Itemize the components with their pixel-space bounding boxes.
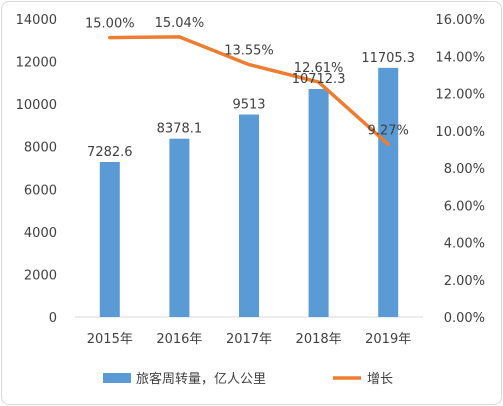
y-left-tick-label: 6000 — [24, 183, 57, 198]
line-data-label: 13.55% — [224, 44, 274, 59]
y-right-tick-label: 0.00% — [444, 311, 485, 326]
y-right-tick-label: 4.00% — [444, 237, 485, 252]
bar — [239, 114, 259, 317]
line-data-label: 12.61% — [294, 61, 344, 76]
y-right-tick-label: 12.00% — [435, 88, 485, 103]
line-data-label: 9.27% — [368, 123, 409, 138]
line-series — [108, 35, 390, 147]
y-left-tick-label: 14000 — [16, 13, 57, 28]
y-left-tick-label: 8000 — [24, 141, 57, 156]
bar-data-label: 11705.3 — [361, 51, 415, 66]
y-left-tick-label: 12000 — [16, 56, 57, 71]
y-right-tick-label: 2.00% — [444, 274, 485, 289]
x-tick-label: 2017年 — [226, 332, 272, 347]
y-right-tick-label: 10.00% — [435, 125, 485, 140]
line-data-label: 15.00% — [85, 17, 135, 32]
legend-swatch-bar — [103, 373, 131, 383]
x-tick-label: 2019年 — [365, 332, 411, 347]
legend-label-line: 增长 — [367, 372, 393, 387]
line-data-label: 15.04% — [155, 16, 205, 31]
left-axis: 0 2000 4000 6000 8000 10000 12000 14000 — [16, 13, 57, 326]
y-left-tick-label: 4000 — [24, 226, 57, 241]
right-axis: 0.00% 2.00% 4.00% 6.00% 8.00% 10.00% 12.00% 14.… — [435, 13, 485, 326]
y-right-tick-label: 14.00% — [435, 50, 485, 65]
y-left-tick-label: 10000 — [16, 98, 57, 113]
legend: 旅客周转量，亿人公里 增长 — [103, 371, 393, 387]
bar-data-label: 7282.6 — [87, 145, 133, 160]
bar-data-label: 10712.3 — [292, 72, 346, 87]
growth-line — [108, 35, 390, 147]
bar-data-labels: 7282.6 8378.1 9513 10712.3 11705.3 — [87, 51, 415, 160]
y-right-tick-label: 16.00% — [435, 13, 485, 28]
x-tick-label: 2015年 — [87, 332, 133, 347]
legend-label-bar: 旅客周转量，亿人公里 — [136, 371, 266, 387]
bar-series — [99, 67, 399, 317]
bar — [308, 88, 329, 317]
bar — [378, 67, 399, 317]
x-axis-ticks: 2015年 2016年 2017年 2018年 2019年 — [87, 332, 411, 347]
y-left-tick-label: 2000 — [24, 268, 57, 283]
x-tick-label: 2018年 — [296, 332, 342, 347]
bar-data-label: 8378.1 — [157, 122, 203, 137]
y-right-tick-label: 6.00% — [444, 199, 485, 214]
y-left-tick-label: 0 — [49, 311, 57, 326]
line-data-labels: 15.00% 15.04% 13.55% 12.61% 9.27% — [85, 16, 409, 138]
bar — [99, 161, 120, 317]
y-right-tick-label: 8.00% — [444, 162, 485, 177]
x-tick-label: 2016年 — [156, 332, 202, 347]
bar-data-label: 9513 — [232, 98, 265, 113]
bar — [169, 138, 190, 317]
